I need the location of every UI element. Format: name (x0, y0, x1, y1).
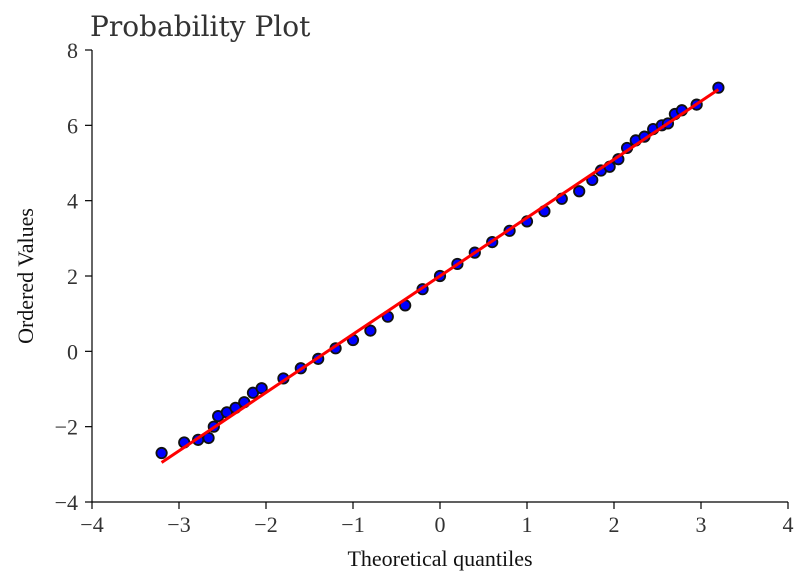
fit-line (160, 88, 720, 464)
y-axis-label: Ordered Values (13, 208, 38, 344)
y-tick-label: 2 (67, 264, 78, 289)
x-axis-label: Theoretical quantiles (347, 546, 532, 571)
data-point (155, 446, 168, 460)
y-axis-ticks: −4 −2 0 2 4 6 8 (55, 38, 92, 515)
chart-title: Probability Plot (90, 10, 311, 43)
y-tick-label: −4 (55, 490, 78, 515)
x-tick-label: 0 (435, 512, 446, 537)
fit-line-layer (160, 88, 720, 464)
data-point (364, 324, 377, 337)
x-tick-label: 4 (783, 512, 794, 537)
x-axis-ticks: −4 −3 −2 −1 0 1 2 3 4 (80, 502, 794, 537)
x-tick-label: 2 (609, 512, 620, 537)
y-tick-label: 6 (67, 113, 78, 138)
data-point (255, 382, 268, 395)
x-tick-label: −4 (80, 512, 103, 537)
data-points (155, 81, 725, 460)
y-tick-label: 0 (67, 339, 78, 364)
x-tick-label: −3 (167, 512, 190, 537)
y-tick-label: 4 (67, 189, 78, 214)
y-tick-label: −2 (55, 415, 78, 440)
x-tick-label: 1 (522, 512, 533, 537)
y-tick-label: 8 (67, 38, 78, 63)
x-tick-label: 3 (696, 512, 707, 537)
data-point (573, 185, 586, 198)
x-tick-label: −2 (254, 512, 277, 537)
x-tick-label: −1 (341, 512, 364, 537)
